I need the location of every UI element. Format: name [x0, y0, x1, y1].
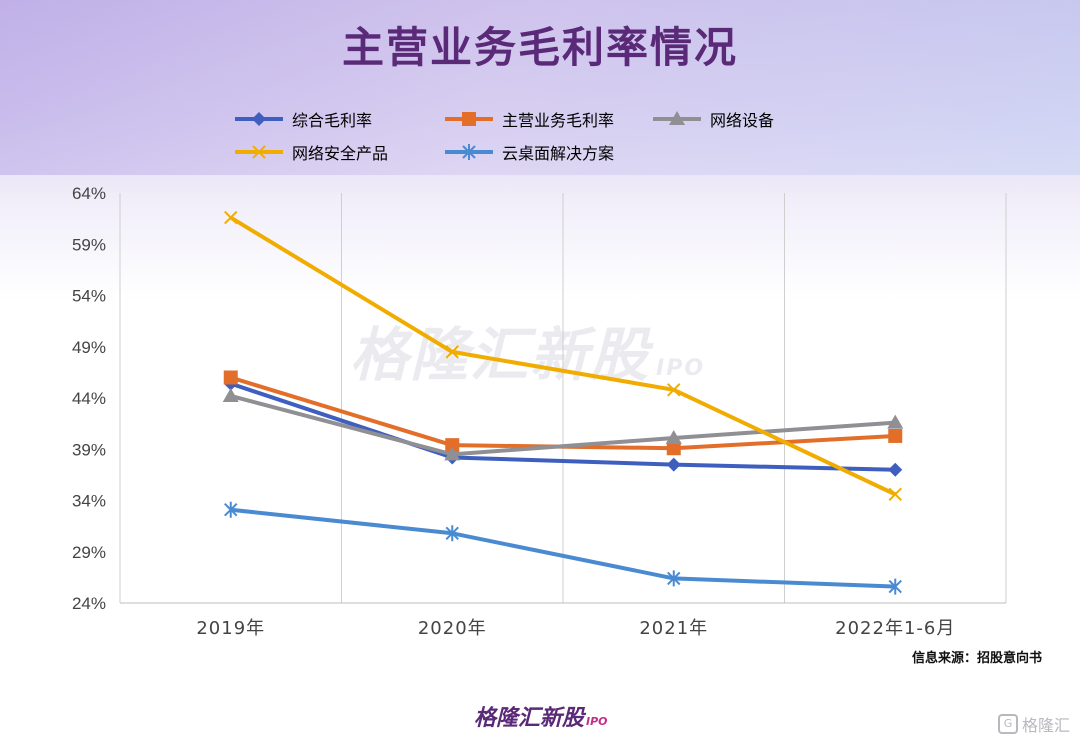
y-tick-label: 59% — [72, 235, 106, 254]
legend-label: 网络安全产品 — [292, 144, 389, 163]
legend-item: 综合毛利率 — [234, 107, 372, 131]
legend-item: 网络安全产品 — [234, 140, 388, 164]
legend-swatch — [235, 112, 283, 126]
data-point — [887, 414, 904, 429]
legend-item: 主营业务毛利率 — [444, 107, 614, 131]
data-point — [445, 345, 459, 359]
legend-swatch — [445, 112, 493, 126]
legend-marker — [462, 112, 476, 126]
series-line — [230, 394, 896, 457]
y-tick-label: 54% — [72, 287, 106, 306]
data-point — [445, 438, 460, 453]
data-point — [888, 462, 903, 477]
corner-logo: G 格隆汇 — [997, 712, 1070, 736]
y-tick-label: 24% — [72, 594, 106, 613]
data-point — [444, 446, 461, 461]
corner-logo-text: 格隆汇 — [1021, 716, 1070, 735]
watermark-tag: IPO — [656, 356, 706, 381]
legend-item: 云桌面解决方案 — [444, 140, 614, 164]
data-point — [222, 387, 239, 402]
data-point — [888, 428, 903, 443]
series-line — [230, 507, 896, 589]
series-group — [222, 387, 904, 461]
data-point — [224, 210, 238, 225]
x-tick-label: 2019年 — [196, 618, 265, 639]
legend-label: 主营业务毛利率 — [502, 111, 615, 130]
y-tick-label: 39% — [72, 440, 106, 459]
x-tick-label: 2020年 — [418, 618, 487, 639]
brand-logo: 格隆汇新股 IPO — [474, 700, 608, 732]
legend-label: 综合毛利率 — [292, 111, 373, 130]
chart-title: 主营业务毛利率情况 — [341, 23, 738, 72]
header-band — [0, 0, 1080, 175]
series-group — [223, 376, 903, 477]
legend-label: 云桌面解决方案 — [502, 144, 615, 163]
series-line — [230, 381, 896, 472]
y-tick-label: 64% — [72, 184, 106, 203]
data-point — [224, 501, 238, 518]
source-note: 信息来源：招股意向书 — [911, 651, 1042, 666]
data-point — [666, 441, 681, 456]
data-point — [888, 487, 902, 502]
y-tick-label: 29% — [72, 543, 106, 562]
legend-swatch — [445, 144, 493, 160]
legend-marker — [669, 111, 685, 125]
y-tick-label: 49% — [72, 338, 106, 357]
series-group — [224, 501, 902, 595]
legend-label: 网络设备 — [710, 111, 775, 130]
data-point — [665, 429, 682, 444]
legend-marker — [252, 112, 266, 126]
brand-text: 格隆汇新股 — [474, 706, 585, 731]
x-tick-label: 2021年 — [639, 618, 708, 639]
data-point — [223, 370, 238, 385]
x-tick-label: 2022年1-6月 — [835, 618, 955, 639]
legend-marker — [252, 145, 266, 159]
corner-logo-icon: G — [997, 714, 1018, 734]
series-line — [229, 215, 897, 497]
y-tick-label: 44% — [72, 389, 106, 408]
legend-swatch — [235, 145, 283, 159]
data-point — [667, 383, 681, 397]
data-point — [666, 457, 681, 472]
data-point — [445, 525, 459, 542]
y-tick-label: 34% — [72, 492, 106, 511]
brand-tag: IPO — [586, 715, 608, 728]
legend-swatch — [653, 111, 701, 125]
data-point — [667, 570, 681, 587]
legend-item: 网络设备 — [652, 107, 774, 131]
data-point — [888, 578, 902, 595]
series-group — [224, 210, 902, 502]
legend-marker — [462, 144, 476, 160]
